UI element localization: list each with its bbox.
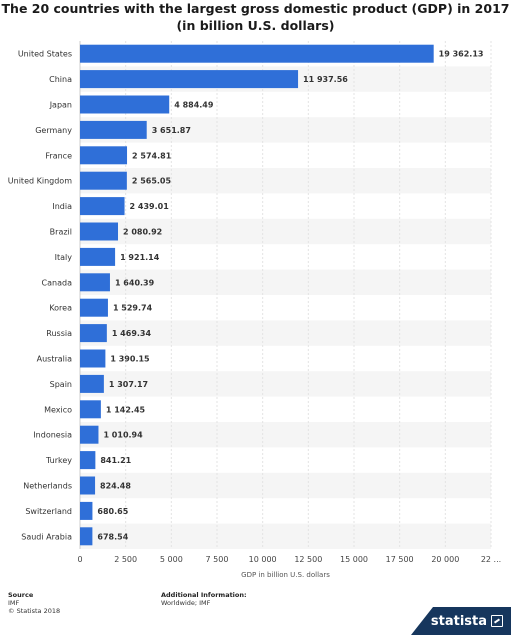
- bar: [80, 298, 108, 317]
- additional-info-heading: Additional Information:: [161, 591, 247, 599]
- bar: [80, 425, 99, 444]
- category-label: Australia: [37, 355, 72, 364]
- value-label: 2 080.92: [123, 228, 162, 237]
- value-label: 1 390.15: [110, 355, 150, 364]
- bar: [80, 146, 128, 165]
- row-band: [80, 472, 491, 499]
- row-band: [80, 371, 491, 397]
- category-label: Germany: [35, 126, 72, 135]
- source-line-2: © Statista 2018: [8, 607, 61, 615]
- value-label: 2 439.01: [130, 202, 170, 211]
- x-tick-label: 0: [77, 555, 82, 564]
- bar: [80, 527, 93, 546]
- value-label: 19 362.13: [439, 50, 484, 59]
- x-tick-label: 20 000: [431, 555, 459, 564]
- bar: [80, 374, 104, 393]
- bar: [80, 451, 96, 470]
- row-band: [80, 218, 491, 245]
- category-label: Switzerland: [25, 507, 72, 516]
- category-label: Turkey: [45, 456, 72, 465]
- value-label: 1 010.94: [103, 431, 143, 440]
- bar: [80, 171, 127, 190]
- row-band: [80, 269, 491, 295]
- x-axis-label: GDP in billion U.S. dollars: [241, 571, 330, 579]
- category-label: Indonesia: [33, 431, 72, 440]
- value-label: 11 937.56: [303, 75, 348, 84]
- value-label: 1 529.74: [113, 304, 153, 313]
- bar: [80, 197, 125, 216]
- category-label: Russia: [46, 329, 72, 338]
- row-band: [80, 117, 491, 143]
- additional-info-line: Worldwide; IMF: [161, 599, 211, 607]
- row-band: [80, 422, 491, 448]
- category-label: Mexico: [44, 405, 72, 414]
- x-tick-label: 15 000: [340, 555, 368, 564]
- value-label: 1 142.45: [106, 405, 146, 414]
- value-label: 1 921.14: [120, 253, 160, 262]
- bar: [80, 273, 110, 292]
- category-label: Italy: [55, 253, 73, 262]
- bar: [80, 70, 299, 89]
- value-label: 1 307.17: [109, 380, 148, 389]
- value-label: 824.48: [100, 482, 131, 491]
- bar: [80, 476, 96, 495]
- category-label: United Kingdom: [8, 177, 72, 186]
- value-label: 1 640.39: [115, 278, 155, 287]
- bar: [80, 44, 434, 63]
- value-label: 2 565.05: [132, 177, 172, 186]
- bar: [80, 120, 147, 139]
- category-label: Saudi Arabia: [21, 532, 72, 541]
- category-label: Japan: [49, 101, 72, 110]
- x-tick-label: 2 500: [114, 555, 137, 564]
- bar: [80, 95, 170, 114]
- category-label: France: [45, 151, 72, 160]
- x-tick-label: 22 ...: [481, 555, 501, 564]
- x-tick-label: 12 500: [294, 555, 322, 564]
- value-label: 2 574.81: [132, 151, 172, 160]
- bar: [80, 222, 119, 241]
- bar: [80, 400, 101, 419]
- category-label: Spain: [50, 380, 72, 389]
- source-block: Source IMF © Statista 2018: [8, 591, 60, 615]
- x-tick-label: 17 500: [386, 555, 414, 564]
- value-label: 4 884.49: [174, 101, 214, 110]
- category-label: United States: [18, 50, 72, 59]
- bar: [80, 349, 106, 368]
- value-label: 841.21: [100, 456, 131, 465]
- statista-logo[interactable]: statista: [411, 607, 511, 635]
- row-band: [80, 320, 491, 346]
- category-label: India: [52, 202, 72, 211]
- category-label: Netherlands: [23, 482, 72, 491]
- category-label: Korea: [49, 304, 72, 313]
- value-label: 3 651.87: [152, 126, 191, 135]
- chart-title: The 20 countries with the largest gross …: [1, 1, 510, 33]
- x-tick-label: 7 500: [206, 555, 229, 564]
- x-tick-label: 10 000: [249, 555, 277, 564]
- value-label: 680.65: [97, 507, 128, 516]
- bar: [80, 501, 93, 520]
- bar-chart: United States 19 362.13 China 11 937.56 Japa…: [8, 41, 501, 579]
- row-band: [80, 523, 491, 549]
- category-label: China: [49, 75, 72, 84]
- source-line-1: IMF: [8, 599, 20, 607]
- source-heading: Source: [8, 591, 34, 599]
- bar: [80, 324, 107, 343]
- category-label: Brazil: [50, 228, 72, 237]
- value-label: 678.54: [97, 532, 128, 541]
- statista-wordmark: statista: [430, 613, 487, 629]
- x-tick-label: 5 000: [160, 555, 183, 564]
- category-label: Canada: [42, 278, 73, 287]
- additional-info-block: Additional Information: Worldwide; IMF: [161, 591, 247, 607]
- bar: [80, 247, 116, 266]
- row-band: [80, 168, 491, 194]
- statista-logo-icon: [491, 615, 503, 627]
- value-label: 1 469.34: [112, 329, 152, 338]
